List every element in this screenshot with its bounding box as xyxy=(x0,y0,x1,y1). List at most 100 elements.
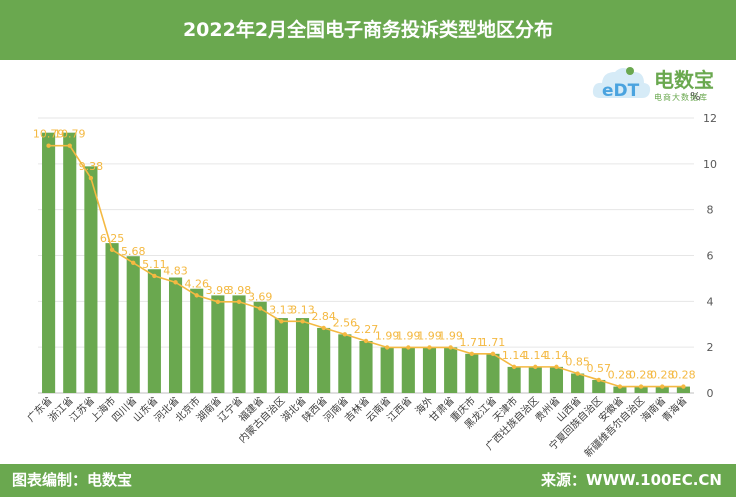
line-point xyxy=(215,299,221,304)
line-point xyxy=(638,384,644,389)
bar xyxy=(634,386,648,393)
bar xyxy=(63,132,77,393)
cloud-logo-icon: eDT xyxy=(592,67,651,101)
data-label: 1.14 xyxy=(544,349,569,362)
bar xyxy=(528,366,542,393)
line-point xyxy=(46,143,51,148)
data-label: 0.57 xyxy=(587,362,612,375)
bar xyxy=(655,386,669,393)
line-point xyxy=(490,351,496,357)
data-source: 来源：WWW.100EC.CN xyxy=(541,471,722,489)
data-label: 1.99 xyxy=(417,329,442,342)
data-label: 0.85 xyxy=(565,356,590,369)
line-point xyxy=(681,384,686,389)
header-banner: 2022年2月全国电子商务投诉类型地区分布 xyxy=(0,0,736,60)
line-point xyxy=(236,299,242,304)
bar xyxy=(338,334,352,393)
data-label: 1.99 xyxy=(396,329,421,342)
line-point xyxy=(363,338,369,344)
line-point xyxy=(279,319,284,324)
data-label: 1.14 xyxy=(502,349,527,362)
data-label: 3.69 xyxy=(248,290,273,303)
line-point xyxy=(575,371,580,376)
data-label: 3.13 xyxy=(269,303,294,316)
line-point xyxy=(384,345,390,350)
bar xyxy=(592,379,606,393)
line-point xyxy=(469,351,475,357)
data-label: 5.68 xyxy=(121,245,146,258)
data-label: 5.11 xyxy=(142,258,167,271)
data-label: 9.38 xyxy=(79,160,104,173)
data-label: 10.79 xyxy=(54,128,86,141)
data-label: 1.71 xyxy=(460,336,485,349)
footer-banner: 图表编制：电数宝 来源：WWW.100EC.CN xyxy=(0,464,736,497)
data-label: 1.71 xyxy=(481,336,506,349)
bar xyxy=(232,295,246,393)
data-label: 1.99 xyxy=(438,329,463,342)
bar xyxy=(105,243,119,393)
data-label: 2.56 xyxy=(333,316,358,329)
bar xyxy=(274,318,288,393)
y-tick-label: 8 xyxy=(707,204,714,217)
y-tick-label: 2 xyxy=(707,341,714,354)
line-point xyxy=(194,293,199,298)
data-label: 0.28 xyxy=(650,369,675,382)
line-point xyxy=(257,306,263,311)
bar xyxy=(507,366,521,393)
logo-name: 电数宝 xyxy=(654,68,714,92)
data-label: 6.25 xyxy=(100,232,125,245)
bar xyxy=(168,277,183,393)
bar xyxy=(465,353,479,393)
y-tick-label: 4 xyxy=(707,295,714,308)
bar xyxy=(422,347,437,393)
data-label: 1.99 xyxy=(375,329,400,342)
line-point xyxy=(67,143,72,148)
data-label: 0.28 xyxy=(608,369,633,382)
line-point xyxy=(427,345,432,350)
bar xyxy=(486,353,500,393)
data-label: 3.98 xyxy=(227,284,252,297)
y-tick-label: 12 xyxy=(703,112,717,125)
line-point xyxy=(300,319,305,324)
line-point xyxy=(131,260,136,266)
brand-logo: eDT 电数宝 电商大数据库 xyxy=(590,60,730,110)
line-point xyxy=(406,345,411,350)
line-point xyxy=(321,325,326,331)
data-label: 3.98 xyxy=(206,284,231,297)
line-point xyxy=(448,345,453,350)
y-tick-label: 0 xyxy=(707,387,714,400)
bar xyxy=(126,256,140,393)
data-label: 3.13 xyxy=(290,303,315,316)
line-point xyxy=(660,384,665,389)
bar xyxy=(380,347,394,393)
y-tick-label: 10 xyxy=(703,158,717,171)
line-point xyxy=(511,364,517,370)
bar xyxy=(401,347,415,393)
svg-text:eDT: eDT xyxy=(602,81,640,101)
line-point xyxy=(173,280,178,285)
data-label: 2.27 xyxy=(354,323,379,336)
bar xyxy=(613,386,627,393)
line-point xyxy=(152,273,157,279)
data-label: 2.84 xyxy=(311,310,336,323)
chart-title: 2022年2月全国电子商务投诉类型地区分布 xyxy=(182,19,554,41)
data-label: 10.79 xyxy=(33,128,65,141)
bar xyxy=(211,295,225,393)
line-point xyxy=(554,364,559,370)
bar xyxy=(253,301,267,393)
data-label: 0.28 xyxy=(629,369,654,382)
bar xyxy=(147,269,161,393)
bar xyxy=(444,347,458,393)
bar xyxy=(190,288,204,393)
data-label: 4.26 xyxy=(184,277,209,290)
bar xyxy=(549,366,564,393)
bar xyxy=(571,373,585,393)
bar xyxy=(676,386,690,393)
line-point xyxy=(88,175,94,181)
line-point xyxy=(617,384,623,389)
chart-credit: 图表编制：电数宝 xyxy=(12,471,133,489)
data-label: 0.28 xyxy=(671,369,696,382)
data-label: 1.14 xyxy=(523,349,548,362)
